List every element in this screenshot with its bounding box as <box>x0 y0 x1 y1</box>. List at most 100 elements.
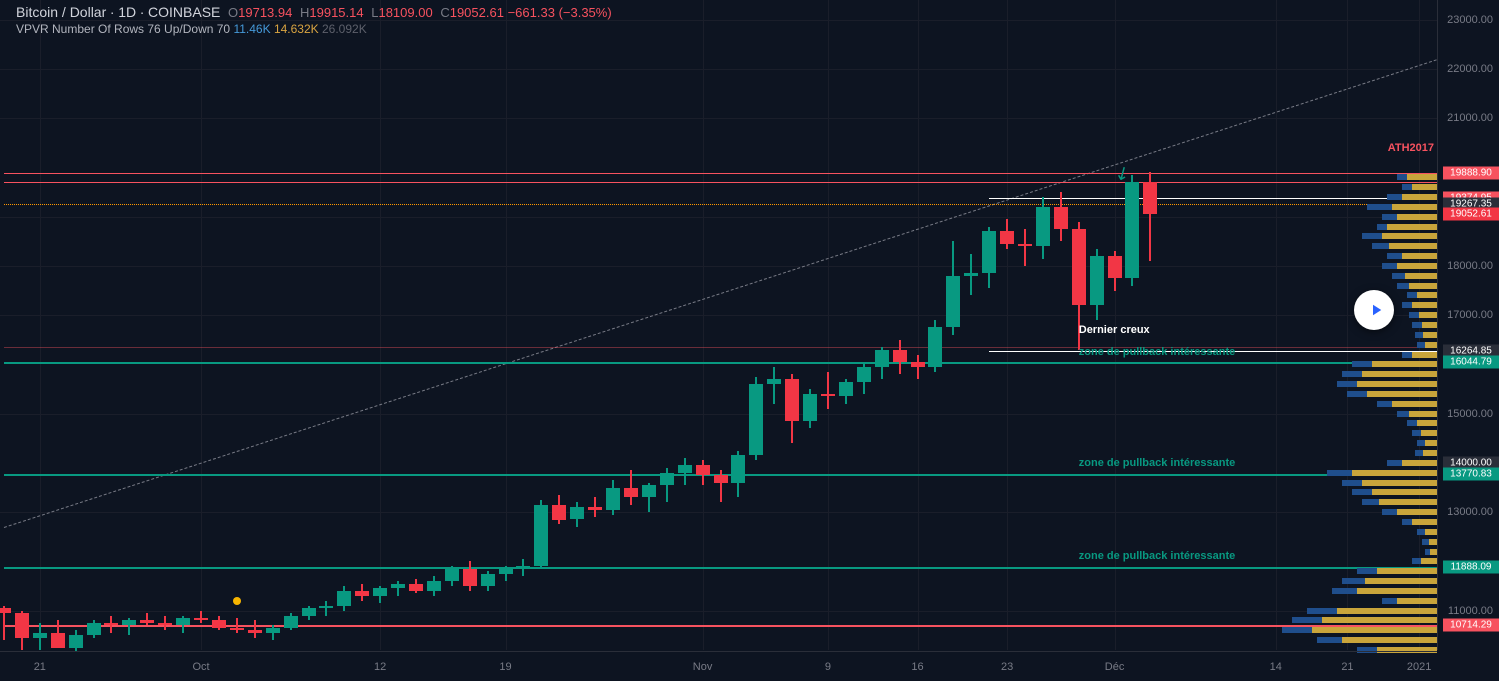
volume-profile-bar <box>1425 342 1437 348</box>
candlestick[interactable] <box>284 0 298 650</box>
close-label: C <box>440 5 449 20</box>
volume-profile-bar <box>1417 420 1437 426</box>
time-tick: Déc <box>1105 661 1125 673</box>
chart-annotation[interactable]: zone de pullback intéressante <box>1079 346 1236 358</box>
candlestick[interactable] <box>731 0 745 650</box>
volume-profile-bar <box>1421 558 1437 564</box>
candlestick[interactable] <box>516 0 530 650</box>
volume-profile-bar <box>1422 322 1437 328</box>
candlestick[interactable] <box>1000 0 1014 650</box>
candlestick[interactable] <box>606 0 620 650</box>
candlestick[interactable] <box>302 0 316 650</box>
candlestick[interactable] <box>463 0 477 650</box>
volume-profile-bar <box>1357 381 1437 387</box>
price-axis[interactable]: 23000.0022000.0021000.0019000.0018000.00… <box>1437 0 1499 650</box>
candlestick[interactable] <box>445 0 459 650</box>
candlestick[interactable] <box>946 0 960 650</box>
indicator-value-3: 26.092K <box>322 22 367 36</box>
candlestick[interactable] <box>427 0 441 650</box>
candlestick[interactable] <box>122 0 136 650</box>
candlestick[interactable] <box>982 0 996 650</box>
volume-profile-bar <box>1402 194 1437 200</box>
candlestick[interactable] <box>337 0 351 650</box>
candlestick[interactable] <box>499 0 513 650</box>
candlestick[interactable] <box>803 0 817 650</box>
indicator-value-2: 14.632K <box>274 22 319 36</box>
candlestick[interactable] <box>911 0 925 650</box>
candlestick[interactable] <box>660 0 674 650</box>
candlestick[interactable] <box>642 0 656 650</box>
candlestick[interactable] <box>87 0 101 650</box>
candlestick[interactable] <box>0 0 11 650</box>
chart-header: Bitcoin / Dollar · 1D · COINBASE O19713.… <box>16 4 612 36</box>
candlestick[interactable] <box>552 0 566 650</box>
time-axis[interactable]: 21Oct1219Nov91623Déc14212021 <box>0 651 1437 681</box>
candlestick[interactable] <box>714 0 728 650</box>
candlestick[interactable] <box>158 0 172 650</box>
chart-annotation[interactable]: zone de pullback intéressante <box>1079 457 1236 469</box>
candlestick[interactable] <box>534 0 548 650</box>
candlestick[interactable] <box>51 0 65 650</box>
play-button[interactable] <box>1354 290 1394 330</box>
candlestick[interactable] <box>15 0 29 650</box>
symbol-name[interactable]: Bitcoin / Dollar <box>16 4 106 20</box>
candlestick[interactable] <box>875 0 889 650</box>
chart-annotation[interactable]: Dernier creux <box>1079 324 1150 336</box>
volume-profile-bar <box>1372 489 1437 495</box>
volume-profile-bar <box>1409 283 1437 289</box>
volume-profile-bar <box>1429 539 1437 545</box>
candlestick[interactable] <box>1036 0 1050 650</box>
candlestick[interactable] <box>696 0 710 650</box>
candlestick[interactable] <box>355 0 369 650</box>
candlestick[interactable] <box>266 0 280 650</box>
candlestick[interactable] <box>749 0 763 650</box>
volume-profile-bar <box>1372 361 1437 367</box>
volume-profile-bar <box>1392 204 1437 210</box>
indicator-name[interactable]: VPVR Number Of Rows 76 Up/Down 70 <box>16 22 230 36</box>
price-tick: 17000.00 <box>1447 309 1493 321</box>
candlestick[interactable] <box>678 0 692 650</box>
candlestick[interactable] <box>964 0 978 650</box>
candlestick[interactable] <box>624 0 638 650</box>
candlestick[interactable] <box>33 0 47 650</box>
candlestick[interactable] <box>481 0 495 650</box>
candlestick[interactable] <box>857 0 871 650</box>
volume-profile-bar <box>1397 263 1437 269</box>
chart-annotation[interactable]: ATH2017 <box>1388 142 1434 154</box>
candlestick[interactable] <box>194 0 208 650</box>
candlestick[interactable] <box>104 0 118 650</box>
candlestick[interactable] <box>319 0 333 650</box>
volume-profile-bar <box>1409 411 1437 417</box>
candlestick[interactable] <box>588 0 602 650</box>
candlestick[interactable] <box>821 0 835 650</box>
volume-profile-bar <box>1407 174 1437 180</box>
candlestick[interactable] <box>839 0 853 650</box>
candlestick[interactable] <box>893 0 907 650</box>
volume-profile-bar <box>1402 460 1437 466</box>
candlestick[interactable] <box>248 0 262 650</box>
candlestick[interactable] <box>69 0 83 650</box>
timeframe[interactable]: 1D <box>118 4 136 20</box>
volume-profile-bar <box>1312 627 1437 633</box>
candlestick[interactable] <box>785 0 799 650</box>
volume-profile-bar <box>1417 292 1437 298</box>
candlestick[interactable] <box>767 0 781 650</box>
candlestick[interactable] <box>1054 0 1068 650</box>
candlestick[interactable] <box>176 0 190 650</box>
candlestick[interactable] <box>230 0 244 650</box>
time-tick: Nov <box>693 661 713 673</box>
candlestick[interactable] <box>391 0 405 650</box>
candlestick[interactable] <box>570 0 584 650</box>
candlestick[interactable] <box>928 0 942 650</box>
price-tag: 19052.61 <box>1443 208 1499 221</box>
candlestick[interactable] <box>409 0 423 650</box>
time-tick: 2021 <box>1407 661 1431 673</box>
candlestick[interactable] <box>212 0 226 650</box>
candlestick[interactable] <box>373 0 387 650</box>
time-tick: Oct <box>192 661 209 673</box>
candlestick[interactable] <box>140 0 154 650</box>
candlestick[interactable] <box>1018 0 1032 650</box>
chart-annotation[interactable]: zone de pullback intéressante <box>1079 550 1236 562</box>
volume-profile-bar <box>1423 332 1437 338</box>
price-tick: 21000.00 <box>1447 112 1493 124</box>
